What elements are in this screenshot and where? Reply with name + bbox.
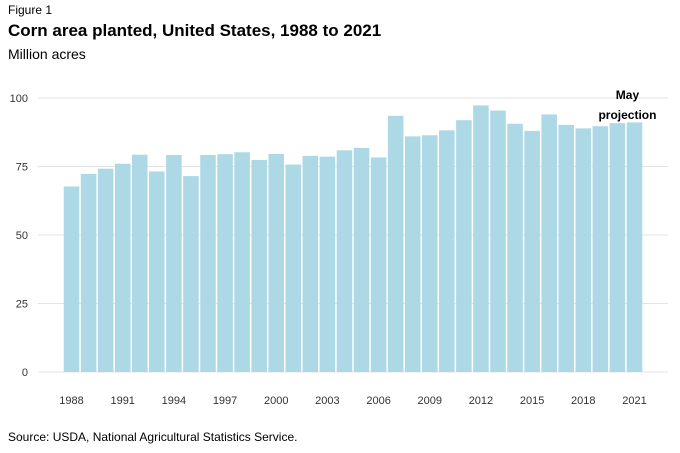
annotation-label: projection: [598, 108, 656, 122]
bar-1988: [63, 186, 80, 372]
y-tick-label: 100: [10, 93, 28, 105]
bar-2007: [387, 115, 404, 372]
bar-2000: [268, 153, 285, 372]
bar-1997: [217, 154, 233, 372]
y-tick-label: 25: [16, 299, 28, 311]
x-tick-label: 2021: [622, 395, 646, 407]
bar-1990: [97, 168, 114, 372]
bar-2015: [524, 130, 540, 372]
source-note: Source: USDA, National Agricultural Stat…: [8, 430, 298, 444]
x-tick-label: 2003: [315, 395, 339, 407]
chart-subtitle: Million acres: [8, 46, 86, 62]
bar-1998: [234, 152, 250, 372]
bar-2017: [558, 124, 575, 372]
bar-2011: [456, 120, 472, 372]
x-tick-label: 2015: [520, 395, 544, 407]
bar-1994: [166, 154, 182, 372]
y-tick-label: 50: [16, 230, 28, 242]
bar-2018: [575, 128, 592, 372]
figure-label: Figure 1: [8, 3, 53, 17]
corn-area-bar-chart: 0 25 50 75 100 1988 1991 1994 1997 2000 2003 2006 2…: [10, 88, 668, 407]
bar-1991: [114, 163, 131, 372]
bar-1996: [200, 154, 216, 372]
bar-2004: [336, 150, 353, 372]
y-axis-ticks: 0 25 50 75 100: [10, 93, 28, 379]
x-tick-label: 2018: [571, 395, 595, 407]
y-tick-label: 0: [22, 367, 28, 379]
bar-1995: [183, 176, 199, 372]
bar-1999: [251, 159, 267, 372]
x-tick-label: 1991: [110, 395, 134, 407]
bar-2002: [302, 155, 319, 372]
x-tick-label: 2006: [366, 395, 390, 407]
bar-2006: [370, 157, 387, 372]
bar-1993: [149, 171, 165, 372]
bar-2014: [507, 123, 523, 372]
bar-2010: [439, 130, 455, 372]
bar-2008: [404, 136, 421, 372]
bar-1989: [80, 173, 97, 372]
bar-2016: [541, 114, 557, 372]
bar-2019: [592, 126, 609, 372]
x-tick-label: 1994: [162, 395, 186, 407]
bar-2001: [285, 164, 302, 372]
annotation-label: May: [616, 88, 640, 102]
bar-2003: [319, 156, 336, 372]
x-tick-label: 1997: [213, 395, 237, 407]
bar-2021: [626, 122, 643, 372]
bar-2012: [473, 105, 489, 373]
bar-2020: [609, 123, 626, 373]
bar-2005: [353, 147, 370, 372]
x-tick-label: 2009: [418, 395, 442, 407]
bars: [63, 105, 643, 373]
y-tick-label: 75: [16, 162, 28, 174]
bar-2009: [421, 135, 438, 372]
x-tick-label: 1988: [59, 395, 83, 407]
chart-title: Corn area planted, United States, 1988 t…: [8, 21, 382, 40]
x-tick-label: 2012: [469, 395, 493, 407]
bar-2013: [490, 110, 506, 372]
x-tick-label: 2000: [264, 395, 288, 407]
x-axis-ticks: 1988 1991 1994 1997 2000 2003 2006 2009 2012 2015…: [59, 395, 646, 407]
bar-1992: [131, 154, 148, 372]
